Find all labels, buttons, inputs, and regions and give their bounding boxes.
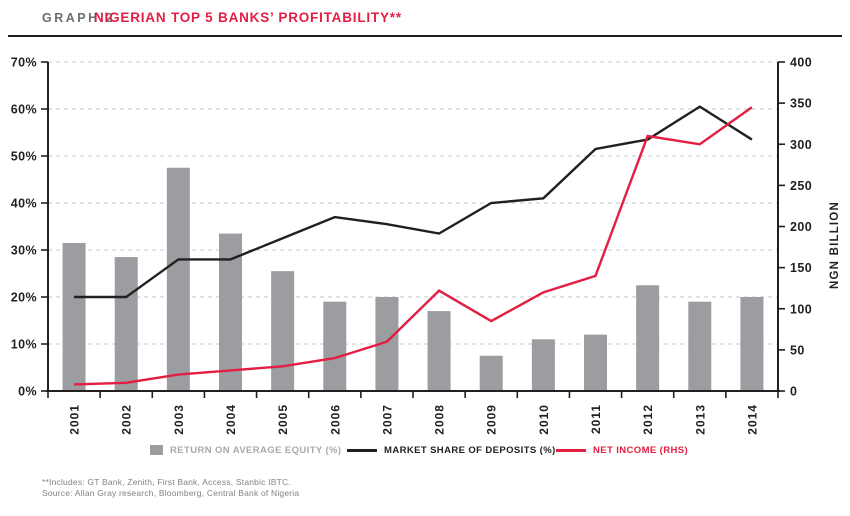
left-tick-label: 40%: [11, 197, 37, 211]
left-tick-label: 30%: [11, 244, 37, 258]
left-tick-label: 0%: [18, 385, 37, 399]
legend-item-net-income: NET INCOME (RHS): [556, 443, 688, 457]
x-label-2011: 2011: [589, 404, 603, 434]
left-tick-label: 20%: [11, 291, 37, 305]
chart-svg: NGN BILLION 0% 10% 20% 30% 40% 50% 60% 70% 0 50 10…: [11, 56, 841, 435]
right-tick-label: 0: [790, 385, 797, 399]
bar-swatch-icon: [150, 445, 163, 455]
bar-2004: [219, 233, 242, 391]
bar-2013: [688, 301, 712, 391]
legend-item-roae: RETURN ON AVERAGE EQUITY (%): [150, 443, 341, 457]
right-axis-title: NGN BILLION: [829, 201, 841, 289]
bar-2002: [114, 257, 138, 391]
right-tick-label: 400: [790, 56, 812, 70]
left-tick-label: 60%: [11, 103, 37, 117]
right-tick-label: 300: [790, 138, 812, 152]
chart-title: NIGERIAN TOP 5 BANKS’ PROFITABILITY**: [94, 10, 402, 25]
left-tick-label: 10%: [11, 338, 37, 352]
red-line-swatch-icon: [556, 448, 586, 452]
x-label-2005: 2005: [276, 404, 290, 435]
x-label-2012: 2012: [641, 404, 655, 435]
right-tick-label: 350: [790, 97, 812, 111]
x-label-2013: 2013: [693, 404, 707, 435]
x-label-2004: 2004: [224, 404, 238, 435]
left-tick-label: 70%: [11, 56, 37, 70]
bar-2006: [323, 301, 347, 391]
footnotes: **Includes: GT Bank, Zenith, First Bank,…: [42, 477, 299, 499]
x-label-2010: 2010: [537, 404, 551, 435]
right-tick-label: 250: [790, 179, 812, 193]
right-tick-label: 200: [790, 220, 812, 234]
x-label-2008: 2008: [433, 404, 447, 435]
x-label-2002: 2002: [120, 404, 134, 435]
black-line-swatch-icon: [347, 448, 377, 452]
right-tick-label: 150: [790, 261, 812, 275]
bar-2009: [479, 355, 503, 391]
footnote-source: Source: Allan Gray research, Bloomberg, …: [42, 488, 300, 498]
legend-label-market-share: MARKET SHARE OF DEPOSITS (%): [384, 444, 556, 456]
header-divider: [8, 35, 842, 37]
bar-2007: [375, 297, 399, 391]
left-tick-label: 50%: [11, 150, 37, 164]
x-label-2007: 2007: [380, 404, 394, 435]
bar-2011: [584, 334, 607, 391]
x-label-2006: 2006: [328, 404, 342, 435]
legend-label-net-income: NET INCOME (RHS): [593, 444, 689, 456]
bar-2005: [271, 271, 295, 391]
bar-2001: [62, 242, 86, 391]
x-label-2014: 2014: [745, 404, 759, 435]
right-tick-label: 100: [790, 302, 812, 316]
bar-2010: [531, 339, 555, 391]
series-line-left: [74, 105, 753, 299]
footnote-includes: **Includes: GT Bank, Zenith, First Bank,…: [42, 477, 291, 487]
x-label-2009: 2009: [485, 404, 499, 435]
bar-2012: [636, 285, 660, 391]
bar-2008: [427, 311, 451, 391]
legend-label-roae: RETURN ON AVERAGE EQUITY (%): [170, 444, 342, 456]
right-tick-label: 50: [790, 343, 805, 357]
bar-2014: [740, 297, 764, 391]
x-label-2001: 2001: [68, 404, 82, 435]
series-line-right: [74, 106, 753, 386]
x-label-2003: 2003: [172, 404, 186, 435]
legend-item-market-share: MARKET SHARE OF DEPOSITS (%): [347, 443, 556, 457]
chart-legend: RETURN ON AVERAGE EQUITY (%) MARKET SHAR…: [0, 443, 850, 461]
graph-number-label: GRAPH 2: [42, 11, 116, 25]
bar-2003: [166, 167, 190, 391]
